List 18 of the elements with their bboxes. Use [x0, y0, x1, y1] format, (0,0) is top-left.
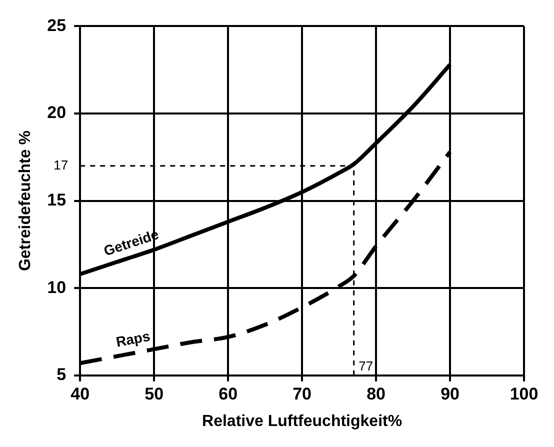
- y-tick-label: 20: [47, 103, 66, 122]
- x-tick-label: 60: [218, 384, 238, 404]
- x-tick-label: 100: [510, 384, 538, 404]
- x-tick-label: 70: [292, 384, 312, 404]
- y-axis-title: Getreidefeuchte %: [17, 130, 34, 272]
- x-tick-label: 80: [366, 384, 386, 404]
- x-axis-title: Relative Luftfeuchtigkeit%: [202, 412, 402, 430]
- ref-line-label: 17: [54, 157, 68, 172]
- x-tick-label: 50: [144, 384, 164, 404]
- x-tick-label: 40: [70, 384, 90, 404]
- ref-line-label: 77: [358, 358, 374, 374]
- y-tick-label: 5: [56, 365, 66, 384]
- text: Raps: [114, 328, 152, 350]
- x-tick-label: 90: [440, 384, 460, 404]
- y-tick-label: 10: [47, 278, 66, 297]
- text: Getreide: [102, 226, 161, 259]
- y-tick-label: 15: [47, 190, 66, 210]
- y-tick-label: 25: [47, 16, 66, 35]
